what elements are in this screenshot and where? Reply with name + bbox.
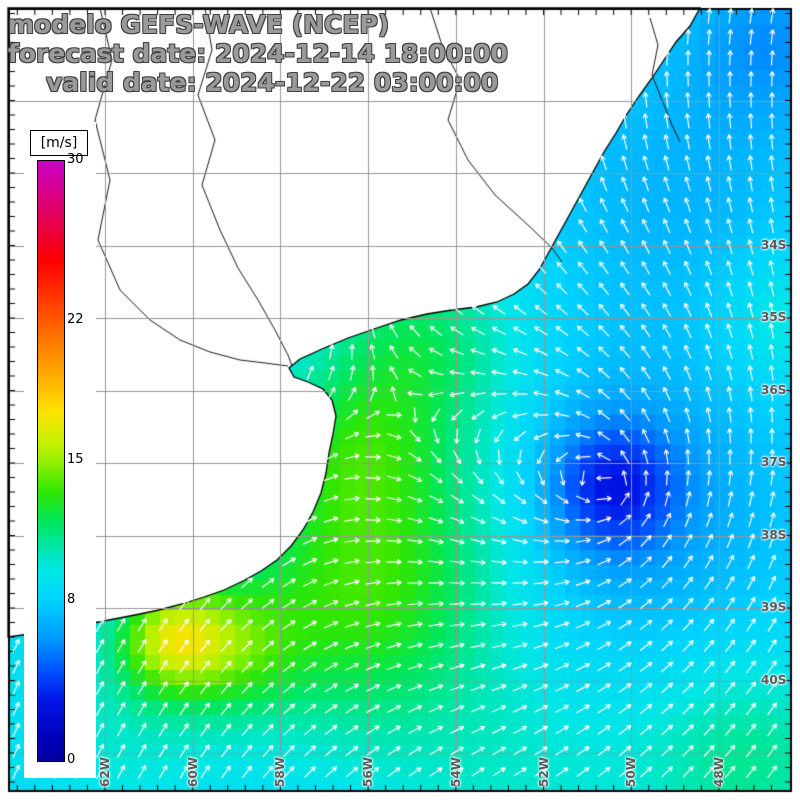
forecast-date: forecast date: 2024-12-14 18:00:00 <box>8 39 508 68</box>
lat-label: 40S <box>761 672 787 687</box>
lat-label: 37S <box>761 455 787 469</box>
header: modelo GEFS-WAVE (NCEP) forecast date: 2… <box>8 10 508 97</box>
model-title: modelo GEFS-WAVE (NCEP) <box>8 10 390 39</box>
lon-label: 58W <box>273 757 288 787</box>
colorbar-unit-label: [m/s] <box>30 130 88 156</box>
lon-label: 50W <box>624 757 639 787</box>
lat-label: 36S <box>761 382 787 397</box>
lon-label: 48W <box>711 757 726 787</box>
colorbar-panel: [m/s] <box>24 122 96 778</box>
lon-label: 56W <box>361 757 376 787</box>
lon-label: 52W <box>536 757 551 787</box>
lat-label: 35S <box>761 310 787 324</box>
valid-date: valid date: 2024-12-22 03:00:00 <box>46 68 499 97</box>
lon-label: 54W <box>448 757 463 787</box>
lat-label: 39S <box>761 600 787 614</box>
colorbar-tick-label: 15 <box>67 452 84 467</box>
lon-label: 60W <box>185 757 200 787</box>
lat-label: 34S <box>761 237 787 252</box>
colorbar-tick-label: 0 <box>67 752 76 767</box>
colorbar-tick-label: 8 <box>67 592 76 607</box>
colorbar-tick-label: 22 <box>67 312 84 327</box>
colorbar-tick-label: 30 <box>67 152 84 167</box>
lon-label: 62W <box>98 757 112 787</box>
lat-label: 38S <box>761 527 787 542</box>
colorbar-gradient <box>37 160 65 762</box>
